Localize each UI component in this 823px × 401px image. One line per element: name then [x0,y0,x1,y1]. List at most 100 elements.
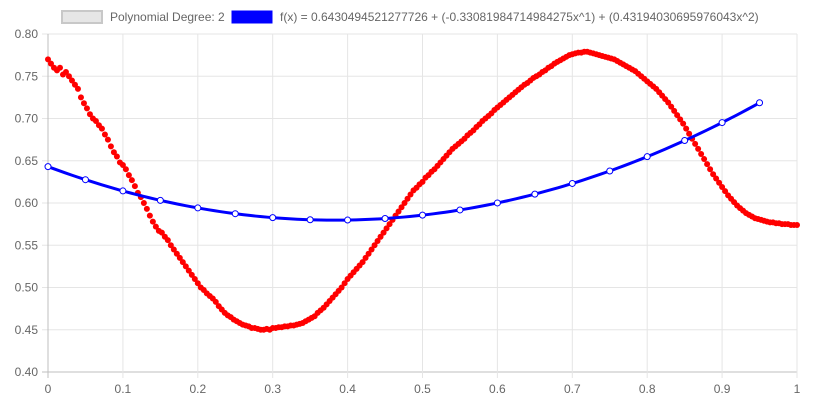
scatter-point [701,156,708,163]
fit-point [306,216,314,224]
scatter-point [170,246,177,253]
scatter-point [683,125,690,132]
scatter-point [45,56,51,63]
fit-point [44,163,52,171]
legend-swatch [61,10,103,24]
y-tick-label: 0.65 [15,154,39,168]
legend-label: f(x) = 0.6430494521277726 + (-0.33081984… [280,10,759,24]
scatter-point [680,120,687,127]
scatter-point [677,116,684,123]
legend-label: Polynomial Degree: 2 [110,10,225,24]
scatter-point [359,259,366,266]
y-tick-label: 0.75 [15,69,39,83]
x-tick-label: 0.7 [564,382,581,396]
grid [42,33,798,378]
y-tick-label: 0.55 [15,238,39,252]
fit-point [419,211,426,219]
y-tick-label: 0.70 [15,112,39,126]
fit-point [81,176,89,184]
y-tick-label: 0.45 [15,323,39,337]
scatter-point [374,238,381,245]
legend[interactable]: Polynomial Degree: 2 f(x) = 0.64304945212… [61,10,759,24]
scatter-point [419,178,426,185]
scatter-point [686,130,693,137]
fit-point [718,119,726,127]
x-tick-label: 0.1 [115,382,132,396]
scatter-point [167,242,174,249]
fit-point [156,196,164,204]
scatter-point [92,118,99,125]
scatter-point [176,254,183,261]
x-tick-label: 1 [794,382,801,396]
x-tick-label: 0 [45,382,52,396]
scatter-point [86,111,93,118]
scatter-point [671,107,678,114]
scatter-point [182,263,189,270]
scatter-point [365,250,372,257]
fit-series [44,99,764,224]
scatter-point [212,298,219,305]
scatter-point [398,204,405,211]
legend-swatch [231,10,273,24]
scatter-point [68,77,75,84]
legend-item[interactable]: Polynomial Degree: 2 [61,10,225,24]
y-tick-label: 0.80 [15,27,39,41]
fit-point [493,199,501,207]
fit-point [231,210,239,218]
scatter-point [62,69,69,76]
scatter-point [371,242,378,249]
scatter-point [119,161,126,168]
scatter-point [131,183,138,190]
x-tick-label: 0.8 [639,382,656,396]
scatter-point [128,177,135,184]
scatter-point [164,237,171,244]
scatter-point [152,223,159,230]
fit-point [344,216,352,224]
scatter-point [173,250,180,257]
scatter-point [407,191,414,198]
scatter-point [692,140,699,147]
fit-point [456,206,464,214]
x-tick-label: 0.3 [264,382,281,396]
scatter-point [125,172,132,179]
scatter-point [98,125,105,132]
scatter-point [158,229,165,236]
scatter-point [104,136,111,143]
scatter-point [383,225,390,232]
scatter-point [113,153,120,160]
scatter-point [71,81,78,88]
fit-point [531,190,539,198]
y-tick-label: 0.60 [15,196,39,210]
fit-point [269,214,277,222]
scatter-point [185,267,192,274]
scatter-point [710,171,717,178]
scatter-point [794,221,800,228]
scatter-point [83,105,90,112]
scatter-point [713,175,720,182]
scatter-series [45,48,800,333]
scatter-point [47,60,54,67]
scatter-point [74,85,81,92]
fit-point [194,204,202,212]
scatter-point [101,131,108,138]
scatter-point [188,271,195,278]
scatter-point [146,212,153,219]
scatter-point [404,195,411,202]
legend-item[interactable]: f(x) = 0.6430494521277726 + (-0.33081984… [231,10,759,24]
fit-line [47,101,761,222]
scatter-point [107,143,114,150]
fit-point [643,153,651,161]
fit-point [756,99,764,107]
x-tick-label: 0.2 [189,382,206,396]
scatter-point [65,73,72,80]
scatter-point [722,188,729,195]
x-tick-label: 0.5 [414,382,431,396]
scatter-point [395,208,402,215]
scatter-point [80,100,87,107]
scatter-point [377,233,384,240]
scatter-point [704,161,711,168]
fit-point [681,137,689,145]
fit-point [381,215,389,223]
y-tick-label: 0.50 [15,281,39,295]
